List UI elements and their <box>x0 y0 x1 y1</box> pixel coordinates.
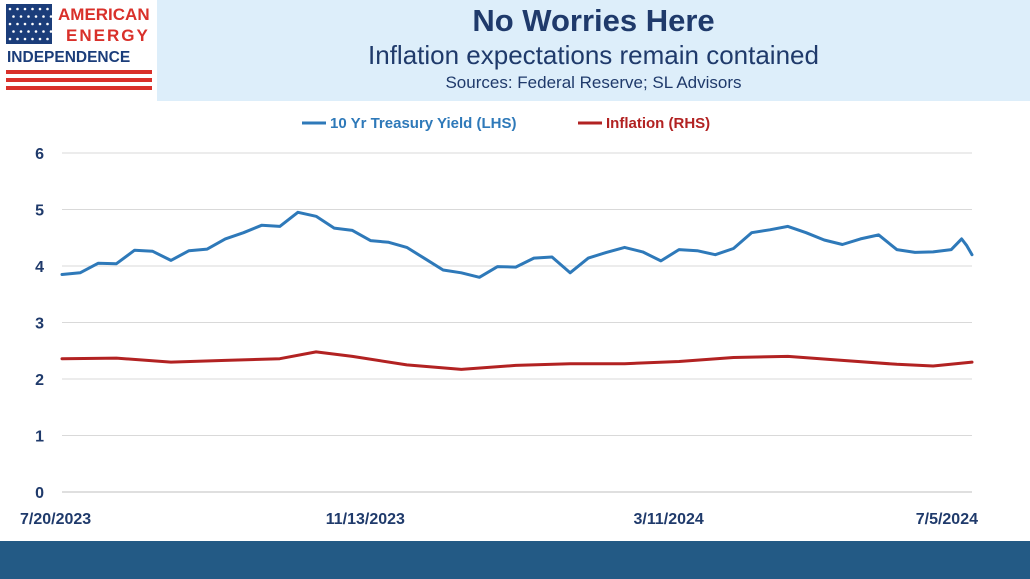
chart-gridlines <box>62 152 972 493</box>
flag-star <box>16 7 19 11</box>
chart-series <box>60 210 974 371</box>
flag-star <box>38 37 42 41</box>
flag-star <box>8 37 12 41</box>
x-tick-label: 11/13/2023 <box>326 511 405 528</box>
flag-star <box>23 22 27 26</box>
page-title: No Worries Here <box>472 3 715 38</box>
american-energy-independence-logo: AMERICAN ENERGY INDEPENDENCE <box>6 4 152 90</box>
yield-inflation-chart: 10 Yr Treasury Yield (LHS) Inflation (RH… <box>20 115 978 528</box>
x-tick-label: 3/11/2024 <box>634 511 704 528</box>
flag-star <box>16 22 19 26</box>
logo-stripe-2 <box>6 78 152 82</box>
flag-star <box>46 37 49 41</box>
x-tick-label: 7/20/2023 <box>20 511 91 528</box>
legend-label-inflation: Inflation (RHS) <box>606 115 710 132</box>
chart-legend: 10 Yr Treasury Yield (LHS) Inflation (RH… <box>302 115 710 132</box>
series-line-treasury <box>60 210 974 279</box>
flag-star <box>12 15 15 18</box>
logo-line-3: INDEPENDENCE <box>7 49 130 66</box>
x-tick-label: 7/5/2024 <box>916 511 978 528</box>
flag-star <box>38 7 42 11</box>
flag-star <box>46 7 49 11</box>
flag-star <box>31 37 34 41</box>
flag-star <box>27 30 30 33</box>
flag-star <box>38 22 42 26</box>
flag-star <box>42 30 45 33</box>
y-tick-label: 2 <box>35 372 44 389</box>
flag-star <box>16 37 19 41</box>
sources-note: Sources: Federal Reserve; SL Advisors <box>445 73 742 92</box>
footer-bar <box>0 541 1030 579</box>
flag-star <box>34 15 38 18</box>
flag-stars <box>8 7 53 41</box>
flag-star <box>19 30 23 33</box>
x-axis: 7/20/2023 11/13/2023 3/11/2024 7/5/2024 <box>20 511 978 528</box>
y-tick-label: 0 <box>35 485 44 502</box>
y-tick-label: 5 <box>35 203 44 220</box>
logo-stripe-1 <box>6 70 152 74</box>
flag-star <box>8 22 12 26</box>
logo-line-1: AMERICAN <box>58 5 150 24</box>
title-band <box>157 0 1030 101</box>
flag-star <box>27 15 30 18</box>
y-tick-label: 3 <box>35 316 44 333</box>
flag-star <box>12 30 15 33</box>
flag-star <box>31 22 34 26</box>
flag-star <box>49 15 53 18</box>
flag-star <box>46 22 49 26</box>
flag-star <box>34 30 38 33</box>
page-subtitle: Inflation expectations remain contained <box>368 40 819 70</box>
flag-star <box>8 7 12 11</box>
flag-star <box>49 30 53 33</box>
flag-star <box>23 37 27 41</box>
series-line-inflation <box>60 350 974 371</box>
flag-star <box>23 7 27 11</box>
flag-star <box>19 15 23 18</box>
flag-star <box>42 15 45 18</box>
y-axis: 0 1 2 3 4 5 6 <box>35 146 44 502</box>
y-tick-label: 4 <box>35 259 44 276</box>
logo-line-2: ENERGY <box>66 26 150 45</box>
header-bar: AMERICAN ENERGY INDEPENDENCE No Worries … <box>0 0 1030 101</box>
y-tick-label: 1 <box>35 429 44 446</box>
legend-label-treasury: 10 Yr Treasury Yield (LHS) <box>330 115 516 132</box>
flag-canton <box>6 4 52 44</box>
flag-star <box>31 7 34 11</box>
y-tick-label: 6 <box>35 146 44 163</box>
logo-stripe-3 <box>6 86 152 90</box>
